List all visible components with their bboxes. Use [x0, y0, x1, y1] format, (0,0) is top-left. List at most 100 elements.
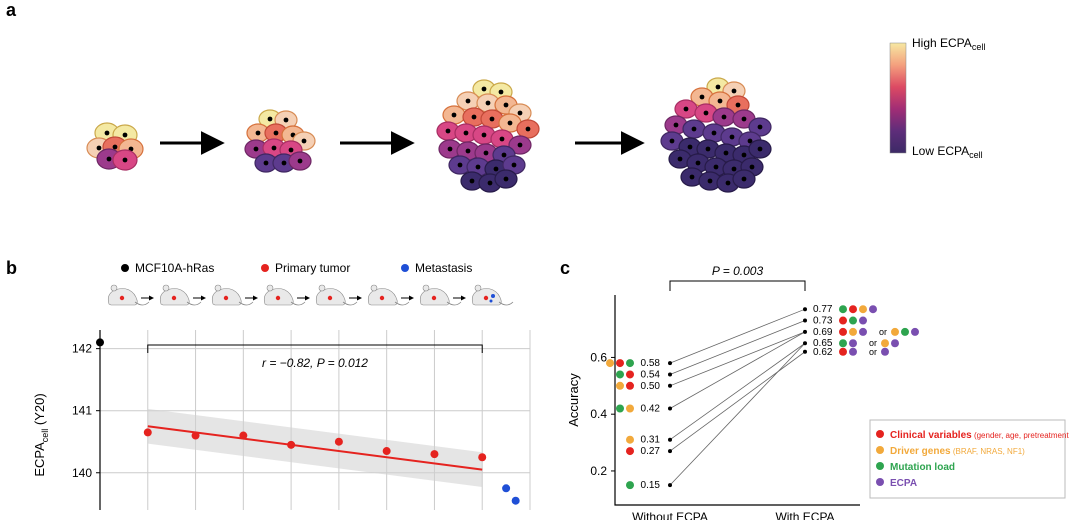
cell-clusters — [87, 78, 771, 192]
data-point — [335, 438, 343, 446]
mouse-icon — [368, 285, 409, 305]
combo-dot — [869, 305, 877, 313]
legend-item: MCF10A-hRas — [135, 261, 214, 275]
data-point — [430, 450, 438, 458]
combo-dot — [626, 370, 634, 378]
panel-b-legend: MCF10A-hRasPrimary tumorMetastasis — [121, 261, 472, 275]
legend-text: ECPA — [890, 478, 917, 489]
data-point — [512, 497, 520, 505]
legend-text: Driver genes (BRAF, NRAS, NF1) — [890, 446, 1025, 457]
panel-c-chart: 0.20.40.6AccuracyWithout ECPAWith ECPAP … — [566, 264, 919, 520]
combo-dot — [849, 348, 857, 356]
data-point — [96, 338, 104, 346]
svg-text:0.6: 0.6 — [590, 350, 607, 364]
combo-dot — [849, 328, 857, 336]
panel-c-legend: Clinical variables (gender, age, pretrea… — [870, 420, 1070, 498]
x-label-left: Without ECPA — [632, 510, 708, 520]
combo-dot — [626, 447, 634, 455]
panel-b-label: b — [6, 258, 17, 279]
svg-text:142: 142 — [72, 342, 92, 356]
data-point — [239, 432, 247, 440]
panel-b-chart: 140141142r = −0.82, P = 0.012 — [72, 330, 530, 510]
combo-dot — [859, 317, 867, 325]
link-line — [670, 343, 805, 485]
combo-dot — [626, 436, 634, 444]
svg-text:0.77: 0.77 — [813, 304, 833, 315]
combo-dot — [891, 339, 899, 347]
combo-dot — [901, 328, 909, 336]
legend-dot — [876, 478, 884, 486]
link-line — [670, 309, 805, 363]
combo-dot — [616, 370, 624, 378]
data-point — [478, 453, 486, 461]
combo-dot — [881, 339, 889, 347]
combo-dot — [849, 305, 857, 313]
legend-low-text: Low ECPAcell — [912, 144, 983, 160]
combo-dot — [859, 305, 867, 313]
data-point — [502, 484, 510, 492]
combo-dot — [616, 405, 624, 413]
link-line — [670, 332, 805, 386]
combo-dot — [911, 328, 919, 336]
panel-a: High ECPAcell Low ECPAcell — [20, 5, 1060, 245]
mouse-icon — [160, 285, 201, 305]
combo-dot — [849, 339, 857, 347]
combo-dot — [859, 328, 867, 336]
or-text: or — [869, 347, 877, 357]
data-point — [287, 441, 295, 449]
combo-dot — [891, 328, 899, 336]
mouse-icon — [264, 285, 305, 305]
combo-dot — [839, 305, 847, 313]
mouse-icon — [316, 285, 357, 305]
legend-dot — [876, 462, 884, 470]
data-point — [192, 432, 200, 440]
p-value: P = 0.003 — [712, 264, 764, 278]
combo-dot — [849, 317, 857, 325]
combo-dot — [839, 317, 847, 325]
svg-text:0.2: 0.2 — [590, 464, 607, 478]
ecpa-color-legend: High ECPAcell Low ECPAcell — [890, 36, 985, 160]
mouse-row — [108, 285, 513, 305]
combo-dot — [839, 339, 847, 347]
combo-dot — [839, 348, 847, 356]
legend-dot — [876, 430, 884, 438]
cluster-2 — [437, 80, 539, 192]
cluster-1 — [245, 110, 315, 172]
combo-dot — [881, 348, 889, 356]
cluster-0 — [87, 123, 143, 170]
panel-b-ylabel: ECPAcell (Y20) — [32, 393, 50, 476]
svg-text:0.54: 0.54 — [641, 369, 661, 380]
mouse-icon — [420, 285, 461, 305]
legend-item: Metastasis — [415, 261, 472, 275]
svg-text:0.27: 0.27 — [641, 446, 661, 457]
correlation-text: r = −0.82, P = 0.012 — [262, 356, 368, 370]
combo-dot — [839, 328, 847, 336]
mouse-icon — [212, 285, 253, 305]
combo-dot — [626, 481, 634, 489]
legend-dot — [876, 446, 884, 454]
svg-text:0.42: 0.42 — [641, 404, 661, 415]
data-point — [383, 447, 391, 455]
svg-text:0.58: 0.58 — [641, 358, 661, 369]
combo-dot — [626, 405, 634, 413]
svg-text:0.50: 0.50 — [641, 381, 661, 392]
cluster-3 — [661, 78, 771, 192]
svg-text:0.73: 0.73 — [813, 316, 833, 327]
legend-text: Clinical variables (gender, age, pretrea… — [890, 430, 1070, 441]
combo-dot — [616, 382, 624, 390]
panel-b: MCF10A-hRasPrimary tumorMetastasis 14014… — [30, 260, 540, 520]
legend-high-text: High ECPAcell — [912, 36, 985, 52]
mouse-icon — [472, 285, 513, 305]
mouse-icon — [108, 285, 149, 305]
x-label-right: With ECPA — [775, 510, 834, 520]
combo-dot — [626, 359, 634, 367]
combo-dot — [606, 359, 614, 367]
data-point — [144, 428, 152, 436]
svg-text:0.15: 0.15 — [641, 480, 661, 491]
panel-a-label: a — [6, 0, 16, 21]
link-line — [670, 332, 805, 409]
svg-text:0.62: 0.62 — [813, 347, 833, 358]
or-text: or — [879, 327, 887, 337]
combo-dot — [616, 359, 624, 367]
link-line — [670, 343, 805, 439]
